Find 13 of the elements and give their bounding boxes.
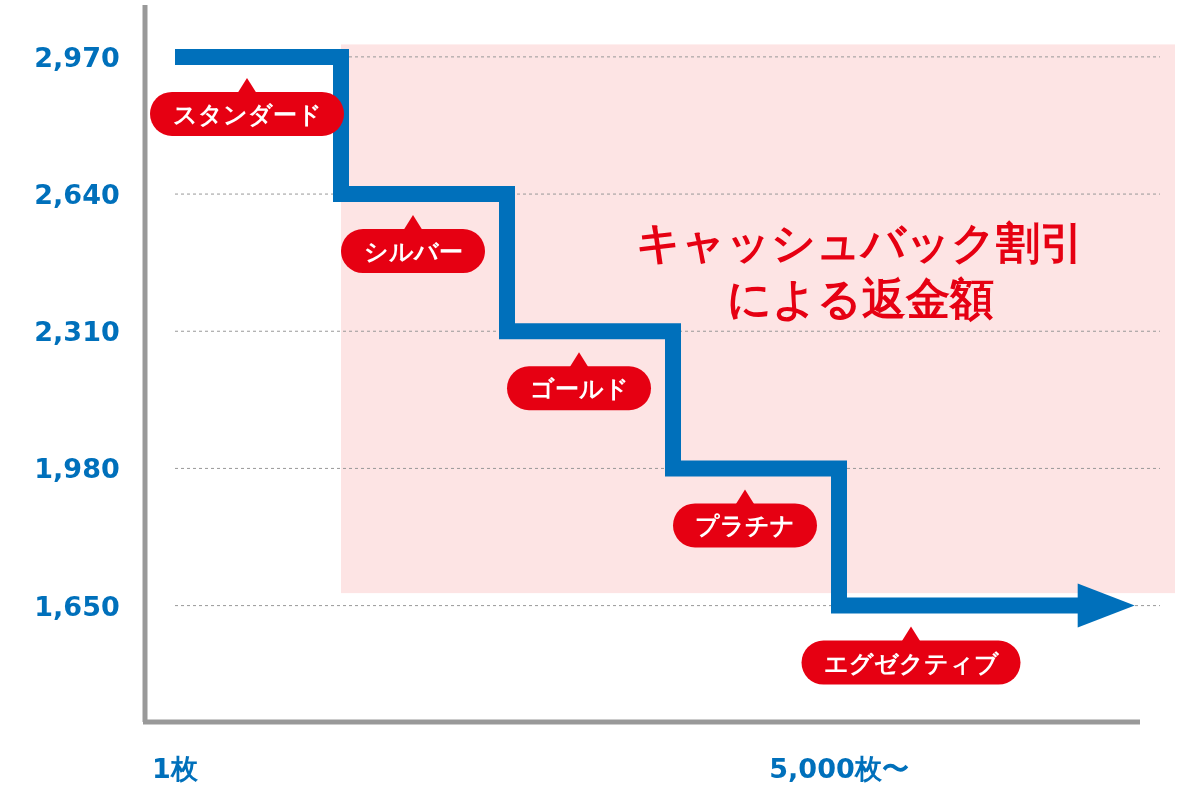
band-label: キャッシュバック割引による返金額 (636, 217, 1084, 324)
annotation: スタンダード (172, 100, 322, 129)
y-tick-label: 2,310 (34, 316, 120, 348)
y-tick-label: 2,970 (34, 41, 120, 73)
y-tick-label: 1,650 (34, 590, 120, 622)
annotation: プラチナ (695, 512, 795, 541)
x-tick-label: 1枚 (152, 753, 199, 784)
annotation: ゴールド (529, 375, 629, 404)
y-tick-label: 1,980 (34, 453, 120, 485)
x-tick-label: 5,000枚〜 (769, 753, 909, 784)
y-tick-label: 2,640 (34, 179, 120, 211)
annotation: シルバー (363, 238, 463, 267)
annotation: エグゼクティブ (823, 649, 1000, 678)
